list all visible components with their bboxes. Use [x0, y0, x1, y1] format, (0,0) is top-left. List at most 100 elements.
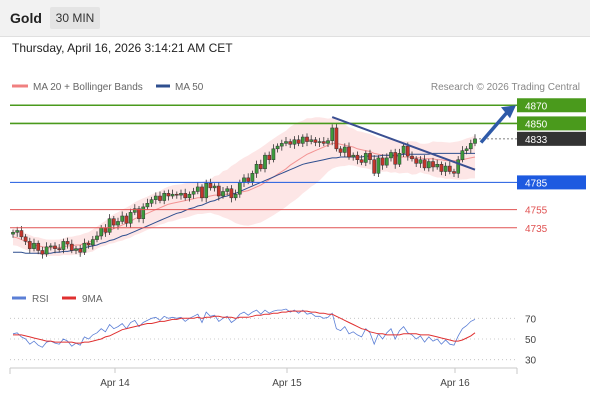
candle-body — [405, 145, 410, 157]
candle-down — [313, 137, 318, 147]
candle-body — [233, 193, 238, 199]
candle-body — [305, 136, 309, 142]
candle-body — [162, 193, 167, 201]
candle-body — [11, 232, 15, 235]
rsi-legend-label: RSI — [32, 294, 49, 305]
candle-body — [204, 183, 209, 199]
candle-up — [32, 238, 36, 252]
candle-body — [128, 212, 133, 224]
candle-body — [431, 161, 435, 168]
candle-body — [107, 218, 112, 233]
candle-body — [132, 208, 137, 213]
candle-body — [439, 164, 444, 172]
candle-up — [397, 148, 402, 167]
candle-up — [376, 155, 381, 177]
candle-up — [233, 189, 238, 201]
candle-up — [107, 214, 112, 236]
candle-body — [309, 139, 314, 142]
candle-body — [48, 245, 53, 248]
candle-body — [216, 185, 221, 197]
candle-body — [78, 248, 83, 253]
research-credit: Research © 2026 Trading Central — [431, 82, 580, 93]
candle-up — [141, 203, 146, 224]
candle-body — [19, 230, 24, 238]
candle-down — [380, 154, 385, 170]
candle-body — [158, 195, 162, 201]
price-levels — [10, 104, 517, 229]
rsi-tick-label-30: 30 — [525, 356, 537, 367]
candle-down — [137, 206, 141, 223]
candle-down — [305, 133, 309, 147]
candle-body — [389, 152, 393, 159]
candle-body — [40, 250, 45, 255]
candle-body — [284, 141, 288, 144]
price-tag-bg-4870 — [517, 98, 586, 113]
candle-body — [187, 193, 192, 199]
price-tag-4735: 4735 — [525, 224, 548, 235]
candle-body — [174, 193, 179, 196]
candle-body — [27, 241, 32, 249]
candle-down — [393, 148, 398, 169]
candle-down — [258, 159, 263, 172]
candle-up — [363, 150, 368, 167]
candle-up — [326, 137, 330, 148]
candle-body — [120, 215, 125, 222]
candle-body — [443, 165, 448, 172]
candle-body — [275, 145, 280, 150]
candle-body — [65, 241, 70, 245]
candle-body — [330, 127, 335, 141]
candle-down — [359, 155, 364, 166]
candle-body — [237, 182, 242, 195]
candle-body — [363, 153, 368, 163]
candle-up — [145, 198, 150, 210]
candle-body — [321, 141, 326, 144]
candle-body — [468, 143, 473, 150]
candle-body — [141, 206, 146, 219]
candle-body — [208, 183, 213, 189]
candle-down — [338, 146, 343, 157]
candle-down — [166, 189, 171, 201]
candle-up — [460, 146, 465, 163]
candle-body — [250, 173, 255, 182]
candle-body — [422, 159, 427, 169]
candle-body — [296, 139, 301, 144]
candle-body — [53, 245, 57, 249]
candle-body — [32, 242, 36, 249]
candle-down — [174, 191, 179, 199]
candle-up — [44, 242, 49, 257]
candle-up — [170, 189, 175, 199]
candle-body — [15, 230, 20, 233]
candle-down — [183, 188, 188, 201]
candle-body — [191, 191, 196, 195]
candle-body — [166, 193, 171, 197]
candle-body — [376, 157, 381, 174]
candle-body — [351, 154, 356, 158]
candle-body — [246, 177, 251, 182]
candle-up — [120, 211, 125, 225]
candle-body — [359, 159, 364, 163]
candle-down — [414, 156, 419, 167]
price-plot-clip — [11, 117, 477, 259]
candle-up — [11, 229, 15, 238]
price-tag-4850: 4850 — [525, 119, 548, 130]
candle-down — [200, 184, 204, 202]
candle-up — [317, 137, 322, 148]
candle-body — [267, 154, 272, 160]
candle-down — [229, 185, 234, 203]
timeframe-badge[interactable]: 30 MIN — [50, 7, 100, 29]
candle-down — [124, 213, 129, 227]
x-tick-label: Apr 16 — [440, 378, 470, 389]
candle-down — [27, 237, 32, 254]
candle-down — [452, 168, 456, 177]
candle-body — [179, 193, 183, 196]
candle-up — [195, 182, 200, 195]
candle-up — [128, 208, 133, 228]
timestamp: Thursday, April 16, 2026 3:14:21 AM CET — [12, 41, 233, 55]
ma50-legend-label: MA 50 — [175, 82, 204, 93]
candle-body — [372, 159, 377, 174]
candle-up — [468, 139, 473, 154]
candle-body — [414, 158, 419, 164]
ma20-legend-label: MA 20 + Bollinger Bands — [33, 82, 143, 93]
candle-body — [384, 157, 389, 166]
